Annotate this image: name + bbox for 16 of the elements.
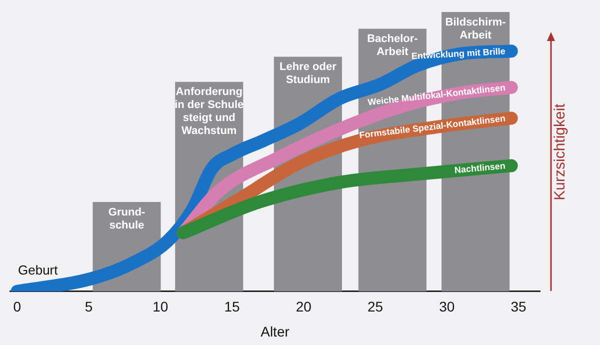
text: Nachtlinsen	[454, 160, 506, 176]
x-tick-label: 0	[13, 298, 22, 315]
series-label: Entwicklung mit Brille	[411, 46, 506, 62]
x-tick-label: 35	[510, 298, 527, 315]
x-tick-label: 5	[84, 298, 93, 315]
x-tick-label: 25	[367, 298, 384, 315]
x-tick-label: 30	[439, 298, 455, 315]
annotation: Bildschirm- Arbeit	[445, 16, 506, 42]
y-axis-title: Kurzsichtigkeit	[552, 103, 568, 200]
x-axis-title: Alter	[260, 323, 290, 340]
x-tick-label: 20	[296, 298, 312, 315]
x-tick-label: 10	[152, 298, 168, 315]
x-tick-label: 15	[224, 298, 240, 315]
annotation: Lehre oder Studium	[280, 61, 338, 86]
annotation: Grund- schule	[108, 206, 146, 232]
annotation: Geburt	[18, 262, 58, 278]
